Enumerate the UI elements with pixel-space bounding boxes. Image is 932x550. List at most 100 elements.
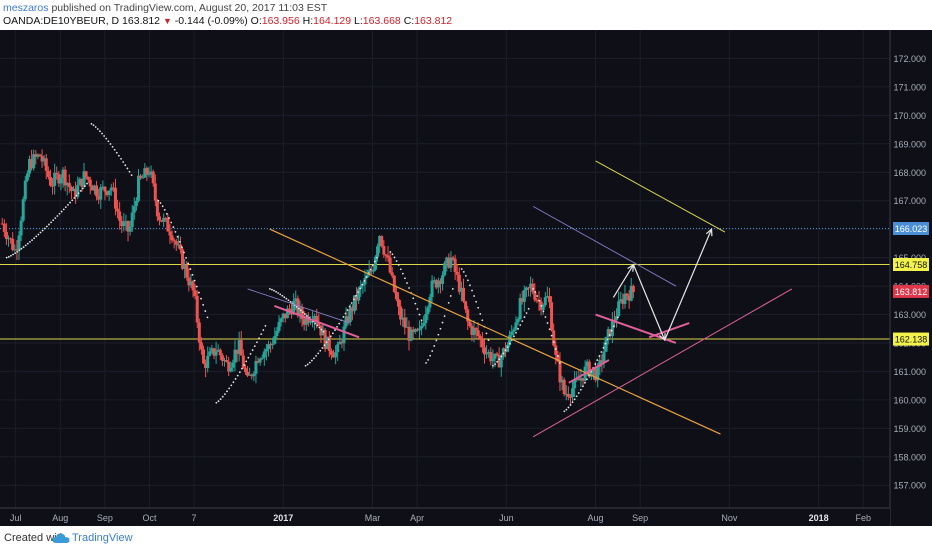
sar-dot bbox=[404, 277, 406, 280]
sar-dot bbox=[487, 339, 490, 342]
author-link[interactable]: meszaros bbox=[3, 2, 49, 14]
candle-body bbox=[210, 348, 214, 352]
price-axis[interactable] bbox=[890, 30, 932, 526]
sar-dot bbox=[105, 137, 108, 140]
candle-body bbox=[577, 378, 581, 381]
candle-body bbox=[564, 393, 568, 395]
candle-body bbox=[621, 299, 625, 304]
sar-dot bbox=[297, 307, 300, 310]
candle-body bbox=[612, 319, 616, 321]
candle-body bbox=[357, 288, 361, 301]
sar-dot bbox=[475, 300, 478, 303]
candle-body bbox=[103, 186, 107, 192]
sar-dot bbox=[357, 291, 359, 294]
sar-dot bbox=[316, 324, 319, 327]
sar-dot bbox=[172, 226, 175, 228]
candle-body bbox=[214, 351, 218, 356]
price-marker-box bbox=[893, 332, 929, 346]
candle-body bbox=[598, 360, 602, 367]
candle-body bbox=[487, 352, 491, 354]
candle-body bbox=[97, 196, 101, 200]
candle-body bbox=[527, 287, 531, 289]
sar-dot bbox=[295, 305, 298, 308]
sar-dot bbox=[236, 374, 239, 377]
sar-dot bbox=[96, 128, 99, 130]
time-axis[interactable] bbox=[0, 508, 890, 526]
sar-dot bbox=[479, 313, 482, 315]
candle-body bbox=[95, 185, 99, 197]
candle-body bbox=[225, 360, 229, 362]
price-markers: 166.023 164.758 163.812 162.138 bbox=[893, 222, 929, 346]
forecast-arrow-head bbox=[705, 227, 713, 237]
sar-dot bbox=[130, 174, 133, 177]
candle-body bbox=[30, 159, 34, 169]
candle-body bbox=[308, 321, 312, 323]
sar-dot bbox=[412, 297, 415, 300]
sar-dot bbox=[215, 401, 218, 404]
sar-dot bbox=[437, 333, 440, 336]
candle-body bbox=[321, 329, 325, 336]
candle-body bbox=[42, 158, 46, 162]
sar-dot bbox=[43, 227, 46, 230]
price-marker-label: 162.138 bbox=[895, 335, 928, 345]
sar-dot bbox=[314, 322, 317, 325]
sar-dot bbox=[161, 205, 164, 208]
candle-body bbox=[579, 377, 583, 381]
sar-dot bbox=[439, 327, 442, 330]
sar-dot bbox=[64, 206, 67, 209]
sar-dot bbox=[58, 212, 61, 215]
sar-dot bbox=[363, 280, 366, 282]
sar-dot bbox=[16, 250, 19, 253]
sar-dot bbox=[22, 246, 25, 248]
parabolic-sar-series bbox=[5, 122, 619, 413]
sar-dot bbox=[546, 322, 549, 324]
trendline bbox=[595, 160, 726, 233]
sar-dot bbox=[610, 329, 613, 332]
sar-dot bbox=[425, 361, 427, 364]
candle-body bbox=[243, 368, 247, 372]
candle-body bbox=[23, 180, 27, 200]
sar-dot bbox=[226, 390, 228, 393]
sar-dot bbox=[536, 295, 539, 297]
sar-dot bbox=[389, 251, 392, 253]
sar-dot bbox=[221, 395, 224, 398]
candle-body bbox=[422, 323, 426, 326]
sar-dot bbox=[508, 342, 511, 345]
candle-body bbox=[118, 211, 122, 221]
sar-dot bbox=[416, 308, 419, 310]
candle-body bbox=[88, 179, 92, 187]
candle-body bbox=[233, 349, 237, 363]
candle-body bbox=[51, 185, 55, 187]
candle-body bbox=[218, 349, 222, 356]
sar-dot bbox=[406, 282, 408, 284]
sar-dot bbox=[79, 189, 82, 192]
candle-body bbox=[250, 374, 254, 377]
candle-body bbox=[631, 285, 635, 293]
sar-dot bbox=[273, 289, 275, 292]
candle-body bbox=[40, 156, 44, 162]
candle-body bbox=[128, 227, 132, 232]
sar-dot bbox=[285, 297, 288, 300]
trendline bbox=[532, 288, 793, 438]
candle-body bbox=[139, 175, 143, 178]
candle-body bbox=[220, 355, 224, 361]
sar-dot bbox=[69, 201, 71, 204]
price-chart[interactable]: 157.000158.000159.000160.000161.000162.0… bbox=[0, 30, 932, 526]
sar-dot bbox=[81, 187, 84, 190]
tradingview-cloud-icon bbox=[52, 533, 70, 543]
tradingview-brand[interactable]: TradingView bbox=[72, 532, 133, 544]
candle-body bbox=[34, 154, 38, 157]
sar-dot bbox=[548, 328, 551, 331]
sar-dot bbox=[469, 284, 471, 287]
candle-body bbox=[516, 319, 520, 323]
sar-dot bbox=[473, 295, 475, 297]
candle-body bbox=[581, 377, 585, 381]
sar-dot bbox=[427, 358, 429, 361]
candle-body bbox=[401, 317, 405, 320]
sar-dot bbox=[101, 132, 103, 135]
sar-dot bbox=[39, 231, 42, 234]
sar-dot bbox=[500, 355, 503, 358]
sar-dot bbox=[126, 167, 129, 170]
high-label: H: bbox=[302, 15, 314, 27]
candle-body bbox=[554, 345, 558, 355]
